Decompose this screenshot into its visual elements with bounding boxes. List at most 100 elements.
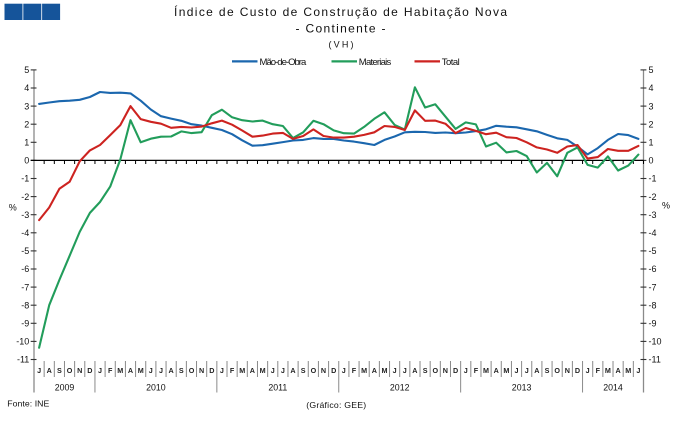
svg-text:J: J	[464, 366, 468, 375]
svg-text:-5: -5	[649, 246, 657, 256]
svg-text:F: F	[230, 366, 235, 375]
svg-text:-7: -7	[21, 282, 29, 292]
svg-text:2010: 2010	[146, 382, 166, 392]
svg-text:-1: -1	[649, 174, 657, 184]
svg-text:-4: -4	[21, 228, 29, 238]
svg-text:J: J	[98, 366, 102, 375]
svg-text:3: 3	[649, 101, 654, 111]
svg-text:Índice de Custo de Construção: Índice de Custo de Construção de Habitaç…	[174, 4, 507, 19]
svg-text:M: M	[625, 366, 631, 375]
svg-text:4: 4	[649, 83, 654, 93]
svg-text:J: J	[271, 366, 275, 375]
svg-text:J: J	[393, 366, 397, 375]
svg-text:J: J	[403, 366, 407, 375]
svg-text:-6: -6	[649, 264, 657, 274]
svg-text:S: S	[57, 366, 62, 375]
svg-text:2009: 2009	[55, 382, 75, 392]
svg-text:M: M	[138, 366, 144, 375]
svg-text:J: J	[342, 366, 346, 375]
svg-text:%: %	[9, 202, 17, 212]
svg-text:J: J	[525, 366, 529, 375]
svg-text:A: A	[168, 366, 173, 375]
svg-text:-8: -8	[21, 300, 29, 310]
svg-text:A: A	[372, 366, 377, 375]
svg-text:F: F	[474, 366, 479, 375]
svg-text:D: D	[575, 366, 580, 375]
svg-text:J: J	[220, 366, 224, 375]
svg-text:J: J	[281, 366, 285, 375]
svg-text:A: A	[412, 366, 417, 375]
svg-text:O: O	[311, 366, 317, 375]
svg-text:-1: -1	[21, 174, 29, 184]
svg-text:N: N	[77, 366, 82, 375]
svg-text:O: O	[433, 366, 439, 375]
svg-text:3: 3	[24, 101, 29, 111]
svg-text:D: D	[209, 366, 214, 375]
svg-text:O: O	[67, 366, 73, 375]
svg-text:S: S	[423, 366, 428, 375]
svg-text:D: D	[331, 366, 336, 375]
svg-text:2: 2	[649, 119, 654, 129]
svg-text:J: J	[586, 366, 590, 375]
svg-text:D: D	[87, 366, 92, 375]
svg-text:A: A	[615, 366, 620, 375]
svg-text:F: F	[352, 366, 357, 375]
svg-text:N: N	[321, 366, 326, 375]
svg-text:N: N	[565, 366, 570, 375]
svg-text:J: J	[37, 366, 41, 375]
svg-text:2012: 2012	[390, 382, 410, 392]
svg-text:M: M	[503, 366, 509, 375]
svg-text:-9: -9	[649, 319, 657, 329]
svg-text:0: 0	[649, 156, 654, 166]
svg-text:J: J	[159, 366, 163, 375]
svg-text:N: N	[199, 366, 204, 375]
svg-text:4: 4	[24, 83, 29, 93]
svg-text:Materiais: Materiais	[359, 57, 392, 68]
svg-text:2013: 2013	[512, 382, 532, 392]
svg-text:A: A	[128, 366, 133, 375]
svg-text:2011: 2011	[268, 382, 287, 392]
svg-text:-6: -6	[21, 264, 29, 274]
svg-text:2014: 2014	[603, 382, 623, 392]
svg-text:N: N	[443, 366, 448, 375]
svg-text:-3: -3	[21, 210, 29, 220]
svg-text:-11: -11	[649, 355, 661, 365]
svg-text:1: 1	[649, 138, 654, 148]
svg-text:S: S	[179, 366, 184, 375]
svg-text:O: O	[554, 366, 560, 375]
svg-text:5: 5	[24, 65, 29, 75]
svg-text:A: A	[47, 366, 52, 375]
svg-text:-10: -10	[16, 337, 29, 347]
svg-text:A: A	[250, 366, 255, 375]
svg-text:-8: -8	[649, 300, 657, 310]
svg-text:-9: -9	[21, 319, 29, 329]
svg-text:Fonte: INE: Fonte: INE	[7, 398, 49, 408]
svg-text:-5: -5	[21, 246, 29, 256]
svg-text:-10: -10	[649, 337, 662, 347]
svg-text:Mão-de-Obra: Mão-de-Obra	[260, 57, 308, 68]
svg-text:J: J	[515, 366, 519, 375]
svg-text:1: 1	[24, 138, 29, 148]
svg-text:-3: -3	[649, 210, 657, 220]
svg-text:D: D	[453, 366, 458, 375]
svg-text:-2: -2	[649, 192, 657, 202]
svg-text:M: M	[117, 366, 123, 375]
svg-text:S: S	[301, 366, 306, 375]
svg-text:0: 0	[24, 156, 29, 166]
svg-text:- Continente -: - Continente -	[296, 21, 386, 35]
svg-text:M: M	[260, 366, 266, 375]
svg-text:M: M	[239, 366, 245, 375]
svg-text:M: M	[605, 366, 611, 375]
svg-text:(Gráfico: GEE): (Gráfico: GEE)	[306, 400, 366, 410]
svg-text:-11: -11	[17, 355, 29, 365]
svg-text:A: A	[290, 366, 295, 375]
svg-text:2: 2	[24, 119, 29, 129]
svg-text:O: O	[189, 366, 195, 375]
svg-text:M: M	[382, 366, 388, 375]
svg-text:-7: -7	[649, 282, 657, 292]
svg-text:F: F	[108, 366, 113, 375]
svg-text:J: J	[149, 366, 153, 375]
svg-text:J: J	[636, 366, 640, 375]
svg-text:5: 5	[649, 65, 654, 75]
svg-text:(VH): (VH)	[329, 40, 354, 50]
